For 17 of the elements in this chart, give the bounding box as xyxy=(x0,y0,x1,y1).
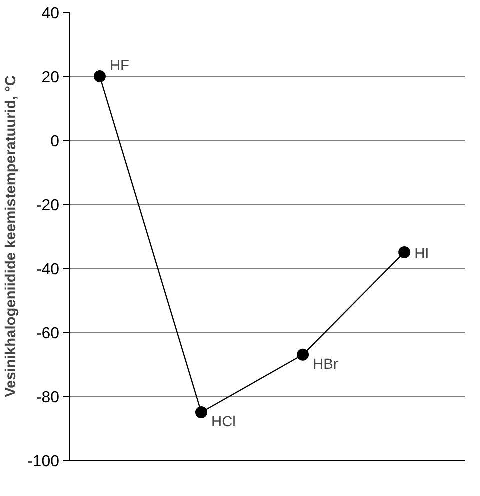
y-tick-label: 20 xyxy=(42,70,60,86)
y-tick-label: -80 xyxy=(36,390,60,406)
annotation: HF xyxy=(110,58,130,74)
annotation: HI xyxy=(414,246,430,262)
y-tick-label: -40 xyxy=(36,262,60,278)
point xyxy=(196,406,208,418)
y-tick-label: 0 xyxy=(50,134,60,150)
y-tick-label: -60 xyxy=(36,326,60,342)
point xyxy=(94,70,106,82)
y-tick-label: 40 xyxy=(42,6,60,22)
annotation: HBr xyxy=(313,356,338,373)
point xyxy=(297,348,310,361)
y-axis-title: Vesinikhalogeniidide keemistemperatuurid, °C xyxy=(3,75,20,398)
y-tick-label: -20 xyxy=(36,198,60,214)
point xyxy=(398,246,411,258)
y-tick-label: -100 xyxy=(27,454,60,470)
annotation: HCl xyxy=(212,414,236,430)
